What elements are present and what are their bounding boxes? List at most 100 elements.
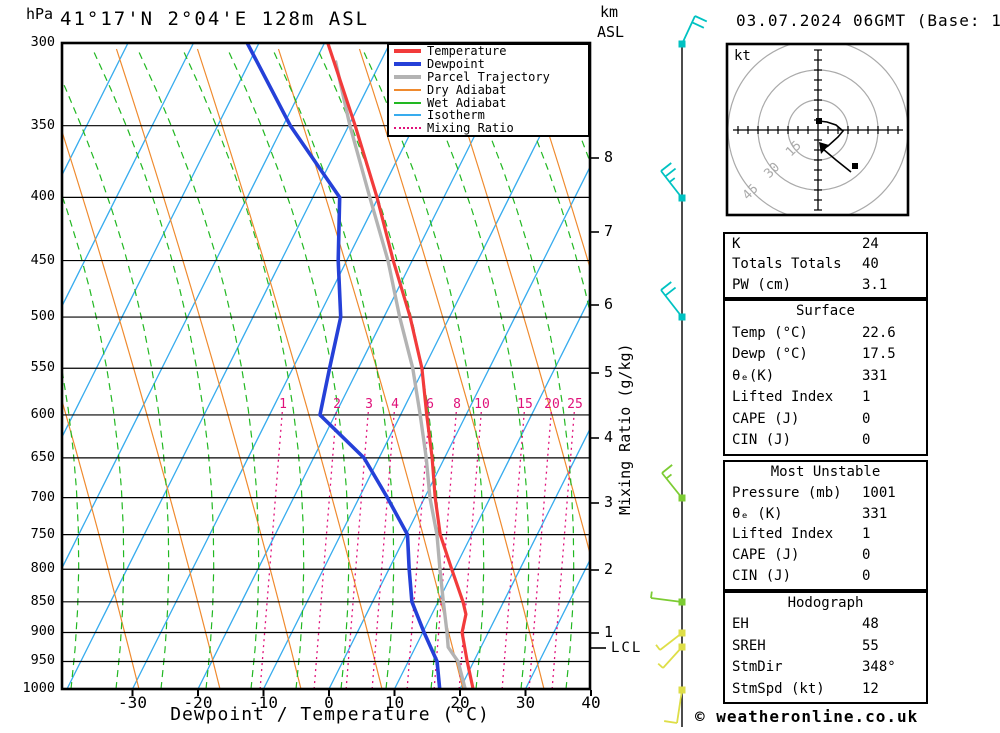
wet-adiabat-line bbox=[62, 79, 170, 689]
wet-adiabat-line bbox=[407, 48, 530, 689]
mixing-ratio-line bbox=[259, 411, 283, 689]
mixing-ratio-line bbox=[313, 411, 337, 689]
table-header: Surface bbox=[795, 303, 855, 319]
table-row-label: SREH bbox=[732, 637, 766, 654]
isotherm-line bbox=[524, 558, 590, 689]
skewt-background: 1 2 3 4 6 8 10 15 20 25 bbox=[62, 43, 1000, 689]
table-row-label: Lifted Index bbox=[732, 526, 834, 543]
table-row-value: 24 bbox=[862, 236, 879, 252]
km-tick-label: 4 bbox=[604, 428, 614, 446]
temp-tick-label: 10 bbox=[384, 693, 405, 712]
table-row-label: CAPE (J) bbox=[732, 410, 800, 427]
km-unit-label: km bbox=[600, 3, 619, 21]
temp-tick-label: -30 bbox=[118, 693, 147, 712]
stats-table-indices: K 24 Totals Totals 40 PW (cm) 3.1 bbox=[723, 232, 928, 299]
legend-item: Dewpoint bbox=[389, 57, 588, 71]
dry-adiabat-line bbox=[926, 49, 1000, 689]
stats-table-surface: Surface Temp (°C) 22.6 Dewp (°C) 17.5 θₑ(K) 33… bbox=[723, 299, 928, 456]
table-row: Pressure (mb) 1001 bbox=[725, 483, 926, 504]
pressure-tick-label: 550 bbox=[30, 359, 55, 376]
table-row-label: EH bbox=[732, 616, 749, 633]
series-dewpoint bbox=[245, 43, 442, 689]
page-title: 41°17'N 2°04'E 128m ASL bbox=[60, 8, 370, 30]
legend-item: Parcel Trajectory bbox=[389, 70, 588, 84]
pressure-unit-label: hPa bbox=[26, 5, 54, 23]
table-row: θₑ(K) 331 bbox=[725, 366, 926, 388]
table-row-value: 0 bbox=[862, 432, 871, 449]
legend-label: Temperature bbox=[427, 44, 507, 59]
hodograph-dot bbox=[852, 163, 858, 169]
table-row: Lifted Index 1 bbox=[725, 387, 926, 409]
km-tick-label: 8 bbox=[604, 148, 614, 166]
wet-adiabat-line bbox=[542, 48, 590, 164]
table-row-value: 1 bbox=[862, 389, 871, 406]
table-row-value: 331 bbox=[862, 505, 888, 522]
dry-adiabat-line bbox=[358, 48, 545, 689]
wind-barb-icon bbox=[657, 643, 686, 669]
table-row: EH 48 bbox=[725, 614, 926, 635]
mixing-ratio-value: 1 bbox=[279, 397, 287, 412]
dry-adiabat-line bbox=[62, 129, 221, 689]
lcl-label: LCL bbox=[611, 640, 643, 656]
table-row-value: 348° bbox=[862, 659, 896, 676]
mixing-ratio-value: 3 bbox=[365, 397, 373, 412]
pressure-tick-label: 750 bbox=[30, 525, 55, 542]
temp-tick-label: 0 bbox=[324, 693, 334, 712]
isotherm-line bbox=[197, 43, 522, 689]
km-tick-label: 7 bbox=[604, 222, 614, 240]
table-row: θₑ (K) 331 bbox=[725, 504, 926, 525]
table-header: Most Unstable bbox=[770, 464, 881, 480]
table-row-value: 0 bbox=[862, 410, 871, 427]
table-row: StmSpd (kt) 12 bbox=[725, 679, 926, 700]
table-row-value: 1001 bbox=[862, 484, 896, 501]
table-row-value: 331 bbox=[862, 367, 888, 384]
table-row-value: 0 bbox=[862, 568, 871, 585]
dry-adiabat-line bbox=[62, 398, 140, 689]
table-row-value: 3.1 bbox=[862, 276, 888, 293]
km-tick-label: 1 bbox=[604, 623, 614, 641]
table-row-value: 22.6 bbox=[862, 324, 896, 341]
dry-adiabat-line bbox=[439, 48, 590, 556]
legend-label: Dry Adiabat bbox=[427, 82, 507, 97]
hodograph-trace bbox=[822, 148, 852, 173]
table-row-label: StmDir bbox=[732, 659, 783, 676]
table-row: K 24 bbox=[725, 234, 926, 254]
wet-adiabat-line bbox=[272, 48, 395, 689]
table-row-label: θₑ (K) bbox=[732, 505, 783, 522]
mixing-ratio-line bbox=[528, 411, 552, 689]
mixing-ratio-value: 6 bbox=[426, 397, 434, 412]
legend-swatch-parcel-trajectory bbox=[394, 74, 421, 79]
wet-adiabat-line bbox=[182, 48, 305, 689]
table-row-label: K bbox=[732, 236, 741, 252]
wet-adiabat-line bbox=[227, 48, 350, 689]
wind-barb-icon bbox=[664, 686, 686, 724]
legend-label: Mixing Ratio bbox=[427, 121, 514, 136]
isotherm-line bbox=[131, 43, 457, 689]
legend-item: Mixing Ratio bbox=[389, 121, 588, 136]
mixing-ratio-value: 8 bbox=[453, 397, 461, 412]
table-row-value: 40 bbox=[862, 256, 879, 273]
mixing-ratio-value: 10 bbox=[474, 397, 490, 412]
isotherm-line bbox=[62, 43, 195, 308]
legend-swatch-temperature bbox=[394, 49, 421, 54]
table-row: Totals Totals 40 bbox=[725, 254, 926, 274]
pressure-tick-label: 650 bbox=[30, 448, 55, 465]
wet-adiabat-line bbox=[497, 48, 590, 315]
wind-barb-icon bbox=[660, 281, 686, 321]
wind-barb-column bbox=[650, 15, 708, 727]
wind-barb-icon bbox=[678, 15, 708, 48]
wind-barb-icon bbox=[650, 591, 686, 606]
table-row: CIN (J) 0 bbox=[725, 566, 926, 587]
mixing-ratio-line bbox=[406, 411, 430, 689]
pressure-tick-label: 600 bbox=[30, 405, 55, 422]
wet-adiabat-line bbox=[137, 48, 260, 689]
mixing-ratio-value: 15 bbox=[517, 397, 533, 412]
table-row-label: Lifted Index bbox=[732, 389, 834, 406]
table-row: StmDir 348° bbox=[725, 657, 926, 678]
mixing-ratio-line bbox=[501, 411, 525, 689]
table-row-value: 1 bbox=[862, 526, 871, 543]
table-row-value: 0 bbox=[862, 547, 871, 564]
legend-item: Temperature bbox=[389, 44, 588, 59]
table-row-value: 12 bbox=[862, 680, 879, 697]
